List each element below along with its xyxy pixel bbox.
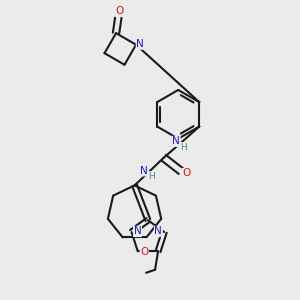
Text: N: N [154,226,162,236]
Text: N: N [140,166,148,176]
Text: O: O [140,247,148,257]
Text: N: N [134,226,141,236]
Text: H: H [148,172,155,181]
Text: O: O [182,169,190,178]
Text: N: N [136,39,144,49]
Text: O: O [115,7,123,16]
Text: H: H [181,142,187,152]
Text: N: N [172,136,180,146]
